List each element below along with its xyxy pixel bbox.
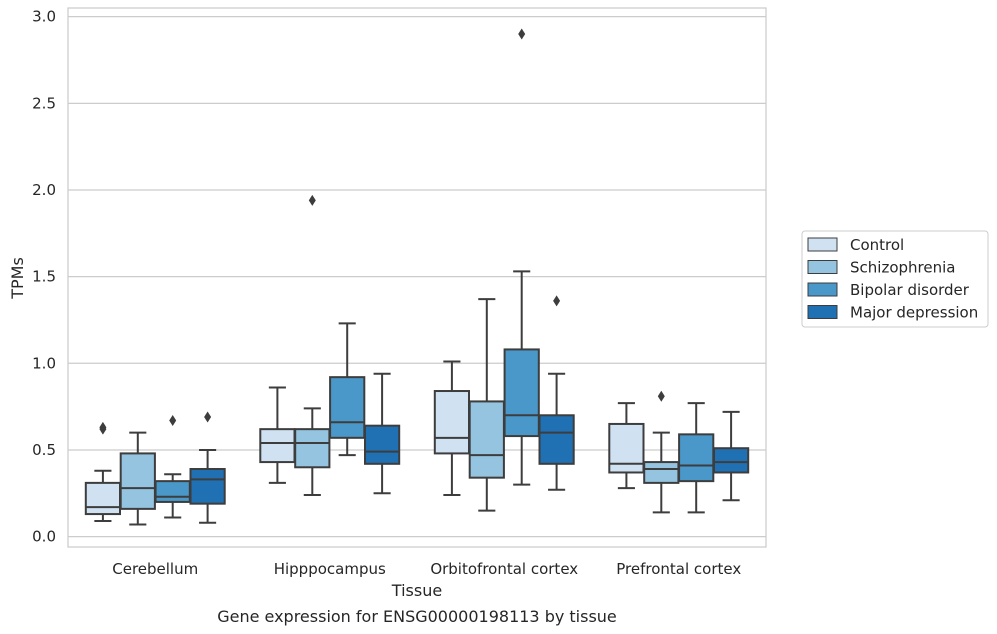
chart-title: Gene expression for ENSG00000198113 by t… xyxy=(217,607,617,626)
box-schizophrenia xyxy=(294,194,331,497)
x-tick-label: Orbitofrontal cortex xyxy=(430,560,578,578)
box-iqr xyxy=(712,447,750,474)
box-iqr xyxy=(84,481,122,516)
box-groups xyxy=(84,28,750,526)
outlier-point xyxy=(169,414,177,426)
box-iqr xyxy=(538,414,575,465)
legend: Control Schizophrenia Bipolar disorder Majo… xyxy=(801,230,989,328)
legend-frame xyxy=(801,230,989,328)
y-tick-label: 3.0 xyxy=(32,8,56,26)
y-axis-label: TPMs xyxy=(8,257,27,300)
legend-label: Bipolar disorder xyxy=(850,281,970,299)
legend-label: Control xyxy=(850,236,904,254)
legend-label: Major depression xyxy=(850,304,978,322)
box-iqr xyxy=(294,428,331,469)
box-iqr xyxy=(363,424,401,465)
legend-swatch xyxy=(807,282,838,297)
y-tick-label: 2.5 xyxy=(32,94,56,112)
box-iqr xyxy=(468,400,505,479)
box-iqr xyxy=(608,422,645,474)
box-major-depression xyxy=(363,372,401,495)
box-bipolar-disorder xyxy=(678,402,715,514)
box-schizophrenia xyxy=(468,298,505,512)
outlier-point xyxy=(308,194,316,206)
y-tick-label: 0.0 xyxy=(32,528,56,546)
legend-swatch xyxy=(807,260,838,274)
box-iqr xyxy=(678,433,715,483)
outlier-point xyxy=(657,390,665,402)
box-iqr xyxy=(189,468,226,505)
x-tick-label: Hipppocampus xyxy=(274,560,386,578)
box-schizophrenia xyxy=(119,431,156,526)
box-iqr xyxy=(154,480,191,503)
y-tick-label: 1.0 xyxy=(32,354,56,372)
plot-frame xyxy=(67,7,767,548)
x-axis-label: Tissue xyxy=(391,581,442,600)
box-iqr xyxy=(643,461,680,484)
outlier-point xyxy=(553,295,561,307)
box-major-depression xyxy=(538,295,575,491)
legend-swatch xyxy=(807,237,838,252)
box-iqr xyxy=(259,428,296,464)
grid-lines xyxy=(68,16,766,538)
box-bipolar-disorder xyxy=(154,414,191,519)
box-iqr xyxy=(119,452,156,510)
x-tick-label: Prefrontal cortex xyxy=(616,560,741,578)
box-schizophrenia xyxy=(643,390,680,514)
box-iqr xyxy=(503,348,540,438)
box-control xyxy=(84,421,122,523)
x-axis-ticks: Cerebellum Hipppocampus Orbitofrontal cort… xyxy=(112,560,741,578)
legend-label: Schizophrenia xyxy=(850,259,955,277)
box-control xyxy=(259,386,296,484)
outlier-point xyxy=(99,421,107,433)
outlier-point xyxy=(204,411,212,423)
box-bipolar-disorder xyxy=(329,322,366,457)
box-major-depression xyxy=(712,410,750,502)
y-tick-label: 2.0 xyxy=(32,181,56,199)
box-iqr xyxy=(329,376,366,439)
outlier-point xyxy=(518,28,526,40)
box-major-depression xyxy=(189,411,226,524)
y-tick-label: 1.5 xyxy=(32,268,56,286)
box-control xyxy=(608,402,645,490)
box-control xyxy=(433,360,471,497)
y-tick-label: 0.5 xyxy=(32,441,56,459)
box-bipolar-disorder xyxy=(503,28,540,486)
y-axis-ticks: 0.0 0.5 1.0 1.5 2.0 2.5 3.0 xyxy=(32,8,56,546)
legend-swatch xyxy=(807,305,838,319)
x-tick-label: Cerebellum xyxy=(112,560,198,578)
box-iqr xyxy=(433,390,471,455)
